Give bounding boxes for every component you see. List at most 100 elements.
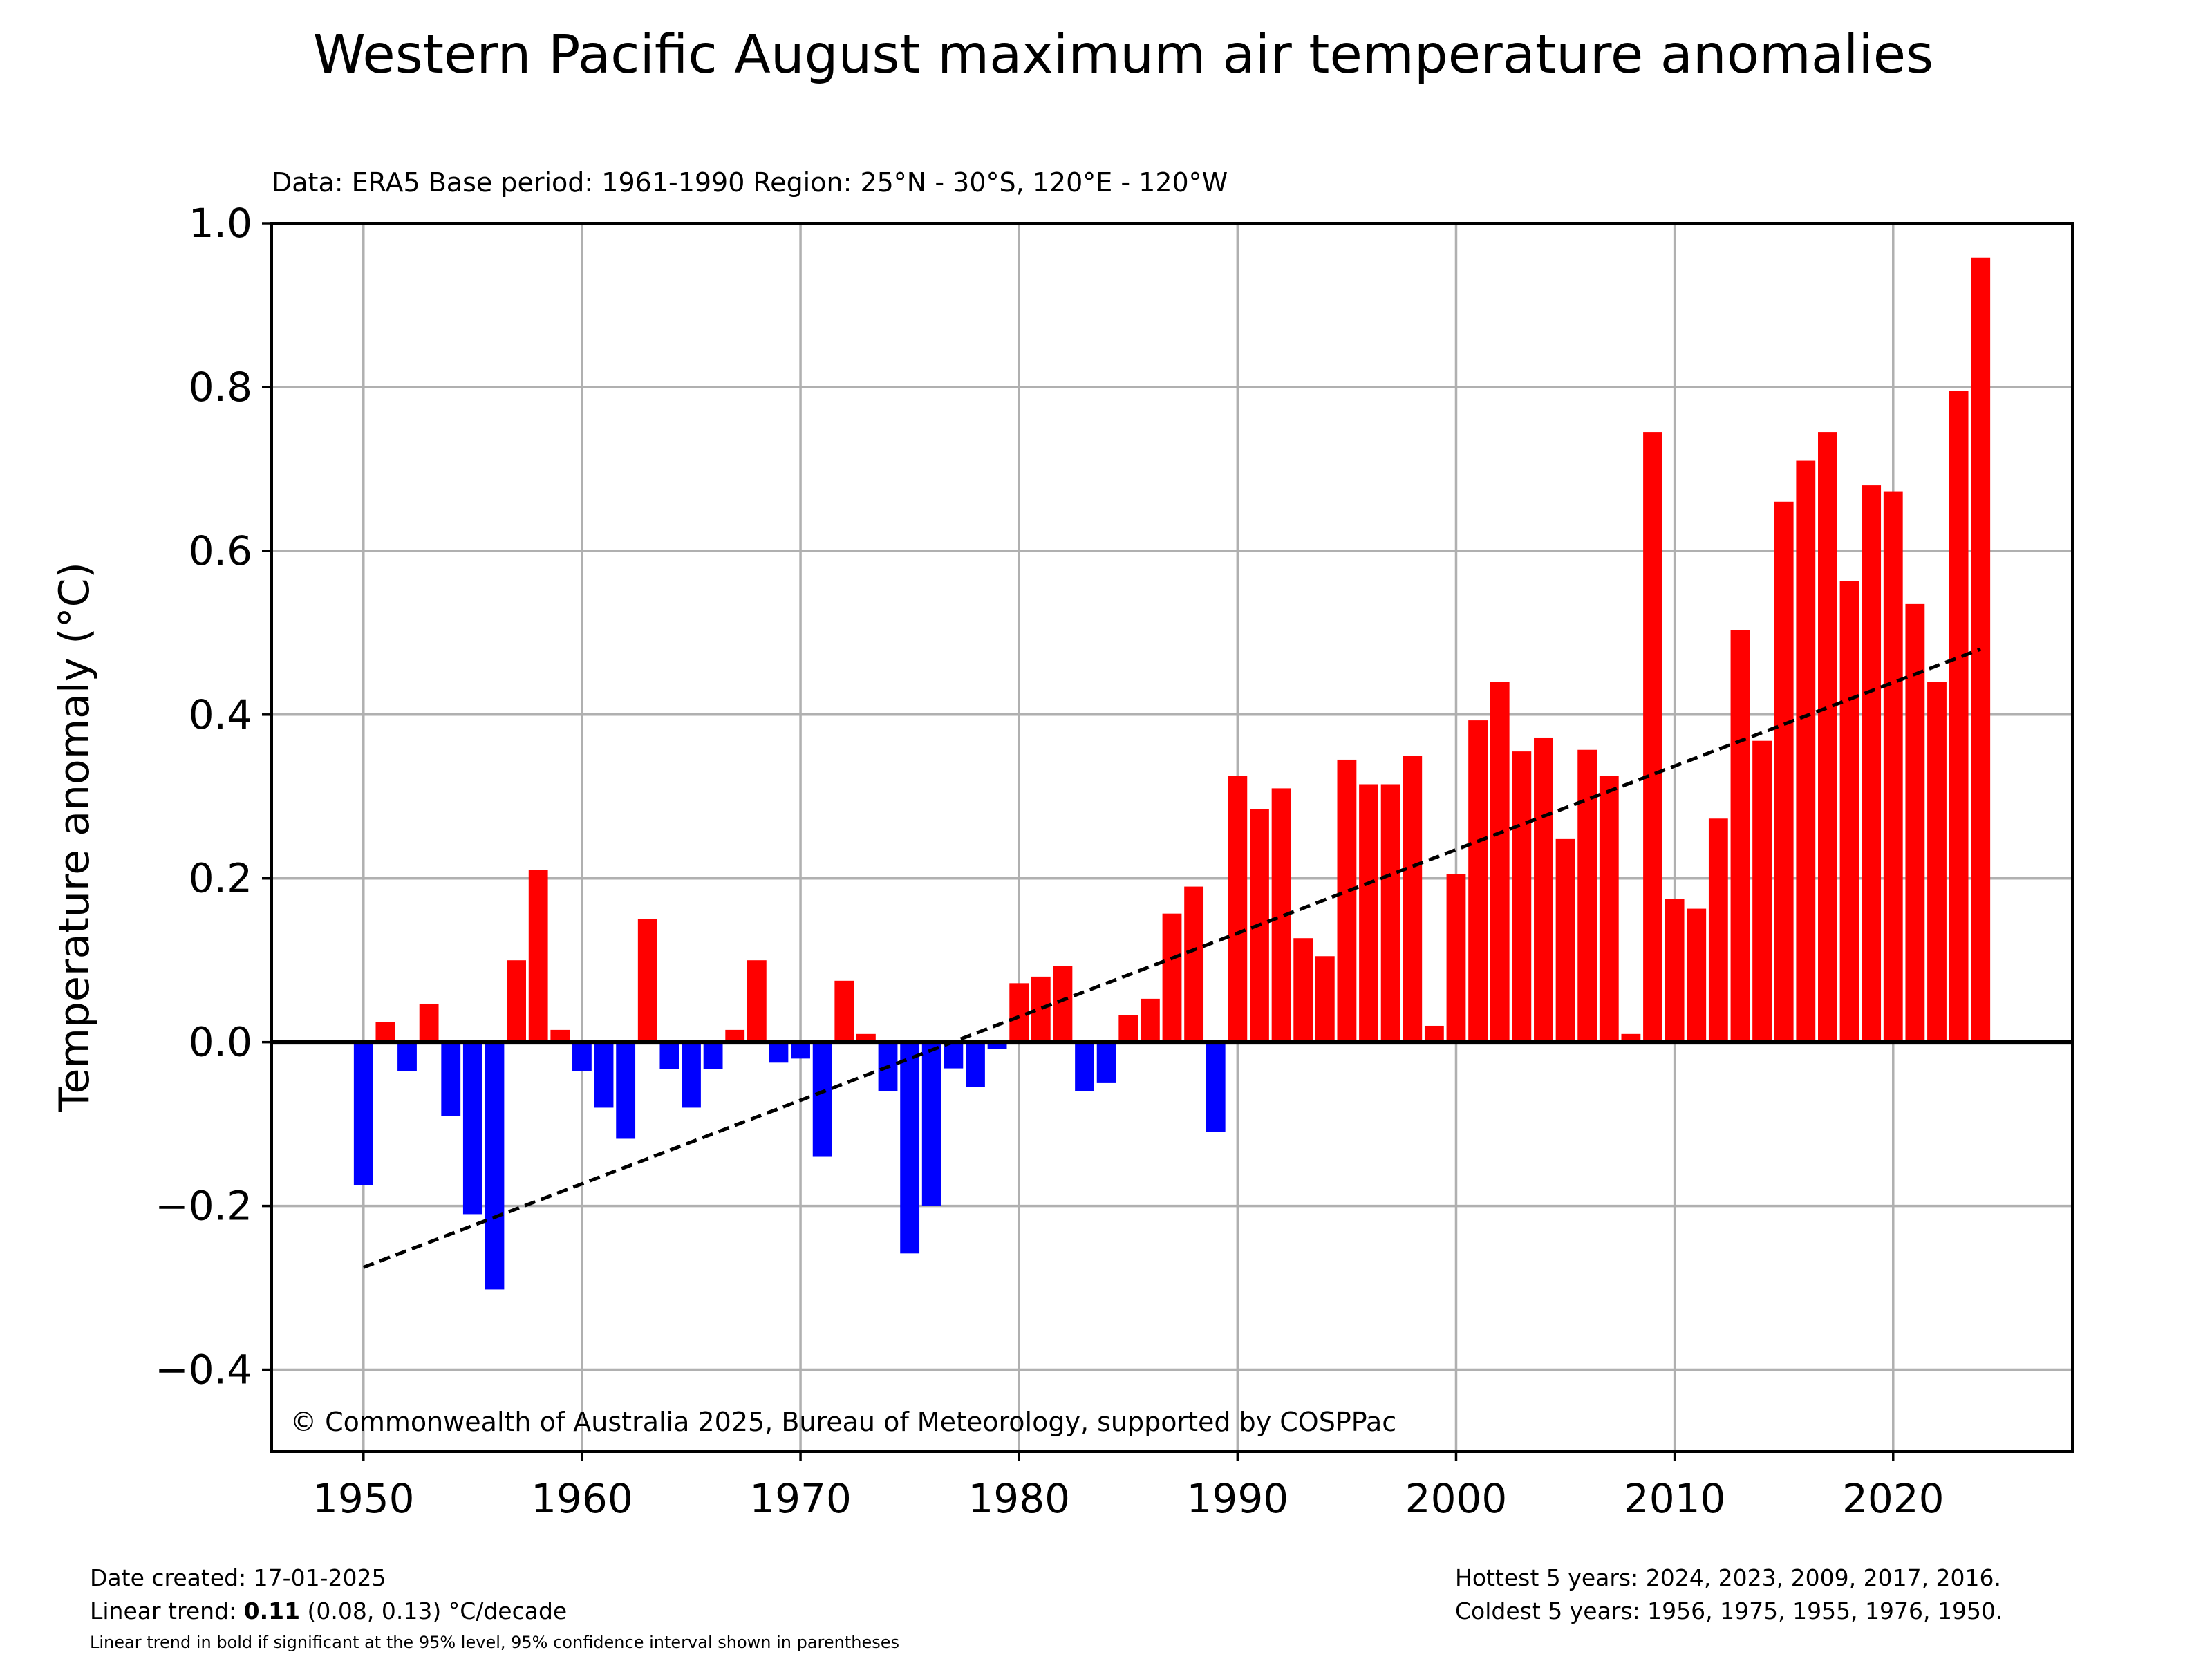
bar-2007 — [1599, 776, 1619, 1042]
plot-frame — [270, 222, 2074, 1453]
bar-1956 — [485, 1042, 505, 1290]
bar-2001 — [1468, 720, 1488, 1042]
bar-2012 — [1708, 818, 1728, 1042]
y-tick-label: 0.8 — [189, 364, 252, 411]
bar-2017 — [1818, 432, 1837, 1042]
y-tick-label: 0.6 — [189, 527, 252, 574]
bar-1969 — [769, 1042, 789, 1063]
bar-1950 — [353, 1042, 373, 1185]
x-axis: 1950 1960 1970 1980 1990 2000 2010 2020 — [312, 1452, 1944, 1522]
bar-1995 — [1337, 759, 1357, 1042]
bar-1972 — [834, 980, 854, 1042]
bar-2021 — [1905, 603, 1925, 1042]
bar-1983 — [1075, 1042, 1094, 1091]
bar-1962 — [616, 1042, 636, 1139]
bar-1961 — [594, 1042, 614, 1108]
trend-value: 0.11 — [243, 1597, 301, 1624]
y-tick-label: 0.0 — [189, 1019, 252, 1066]
footer-linear-trend: Linear trend: 0.11 (0.08, 0.13) °C/decad… — [90, 1594, 567, 1629]
y-tick-label: 0.4 — [189, 691, 252, 738]
bar-1996 — [1359, 784, 1378, 1042]
bar-1952 — [397, 1042, 417, 1071]
bar-2011 — [1687, 908, 1707, 1042]
bar-2004 — [1534, 737, 1553, 1042]
bar-1982 — [1053, 966, 1073, 1042]
bar-2006 — [1577, 749, 1597, 1042]
chart-subtitle: Data: ERA5 Base period: 1961-1990 Region… — [272, 167, 1228, 198]
footer-hottest-years: Hottest 5 years: 2024, 2023, 2009, 2017,… — [1455, 1564, 2002, 1591]
bar-1954 — [441, 1042, 461, 1116]
bar-1964 — [659, 1042, 679, 1069]
bar-1975 — [900, 1042, 920, 1254]
y-tick-label: −0.4 — [155, 1347, 252, 1394]
bar-1978 — [966, 1042, 985, 1087]
copyright-notice: © Commonwealth of Australia 2025, Bureau… — [290, 1407, 1396, 1437]
x-tick-label: 1950 — [312, 1475, 415, 1522]
y-axis: −0.4 −0.2 0.0 0.2 0.4 0.6 0.8 1.0 — [155, 200, 272, 1394]
bar-1979 — [987, 1042, 1007, 1049]
bar-2010 — [1665, 899, 1685, 1042]
bar-2018 — [1839, 581, 1859, 1042]
x-tick-label: 1990 — [1187, 1475, 1289, 1522]
bar-2005 — [1555, 838, 1575, 1042]
bar-1973 — [856, 1033, 876, 1042]
x-tick-label: 1980 — [968, 1475, 1070, 1522]
bar-1998 — [1403, 756, 1423, 1042]
bar-1987 — [1162, 913, 1182, 1042]
bar-1988 — [1184, 886, 1204, 1042]
bar-2003 — [1512, 751, 1532, 1042]
bar-1997 — [1380, 784, 1400, 1042]
bar-2002 — [1490, 682, 1510, 1042]
bar-1977 — [944, 1042, 964, 1069]
bar-1965 — [682, 1042, 701, 1108]
bar-2009 — [1643, 432, 1662, 1042]
bars — [353, 257, 1991, 1290]
bar-1966 — [703, 1042, 723, 1069]
bar-1951 — [375, 1022, 395, 1042]
bar-1990 — [1228, 776, 1248, 1042]
bar-1985 — [1118, 1015, 1138, 1042]
bar-1986 — [1140, 998, 1160, 1042]
bar-2008 — [1621, 1033, 1641, 1042]
bar-2014 — [1752, 740, 1772, 1042]
trend-line — [362, 647, 1982, 1269]
bar-1960 — [572, 1042, 592, 1071]
bar-1999 — [1424, 1025, 1444, 1042]
bar-2023 — [1949, 391, 1969, 1042]
y-tick-label: 1.0 — [189, 200, 252, 247]
bar-2020 — [1883, 491, 1903, 1042]
bar-2019 — [1862, 485, 1882, 1042]
y-axis-label: Temperature anomaly (°C) — [50, 562, 99, 1113]
bar-1953 — [419, 1003, 439, 1042]
x-tick-label: 2020 — [1842, 1475, 1944, 1522]
y-tick-label: −0.2 — [155, 1183, 252, 1230]
trend-interval: (0.08, 0.13) °C/decade — [300, 1597, 568, 1624]
bar-2022 — [1927, 682, 1947, 1042]
bar-1958 — [528, 870, 548, 1042]
bar-1976 — [921, 1042, 941, 1206]
footer-trend-note: Linear trend in bold if significant at t… — [90, 1633, 900, 1652]
chart-title: Western Pacific August maximum air tempe… — [313, 24, 1934, 86]
bar-1955 — [462, 1042, 482, 1215]
y-tick-label: 0.2 — [189, 855, 252, 902]
bar-2015 — [1774, 501, 1794, 1042]
x-tick-label: 1960 — [531, 1475, 633, 1522]
bar-1971 — [812, 1042, 832, 1157]
footer-date-created: Date created: 17-01-2025 — [90, 1564, 386, 1591]
bar-1970 — [791, 1042, 810, 1059]
footer-coldest-years: Coldest 5 years: 1956, 1975, 1955, 1976,… — [1455, 1597, 2003, 1624]
bar-2000 — [1446, 874, 1466, 1042]
x-tick-label: 1970 — [749, 1475, 852, 1522]
bar-1968 — [747, 960, 767, 1042]
bar-1994 — [1315, 956, 1335, 1042]
bar-1959 — [550, 1029, 570, 1042]
bar-1989 — [1206, 1042, 1226, 1132]
bar-2016 — [1796, 460, 1816, 1042]
bar-1993 — [1293, 938, 1313, 1042]
bar-1963 — [637, 919, 657, 1042]
bar-1984 — [1096, 1042, 1116, 1083]
x-tick-label: 2000 — [1405, 1475, 1508, 1522]
x-tick-label: 2010 — [1624, 1475, 1726, 1522]
trend-prefix: Linear trend: — [90, 1597, 244, 1624]
